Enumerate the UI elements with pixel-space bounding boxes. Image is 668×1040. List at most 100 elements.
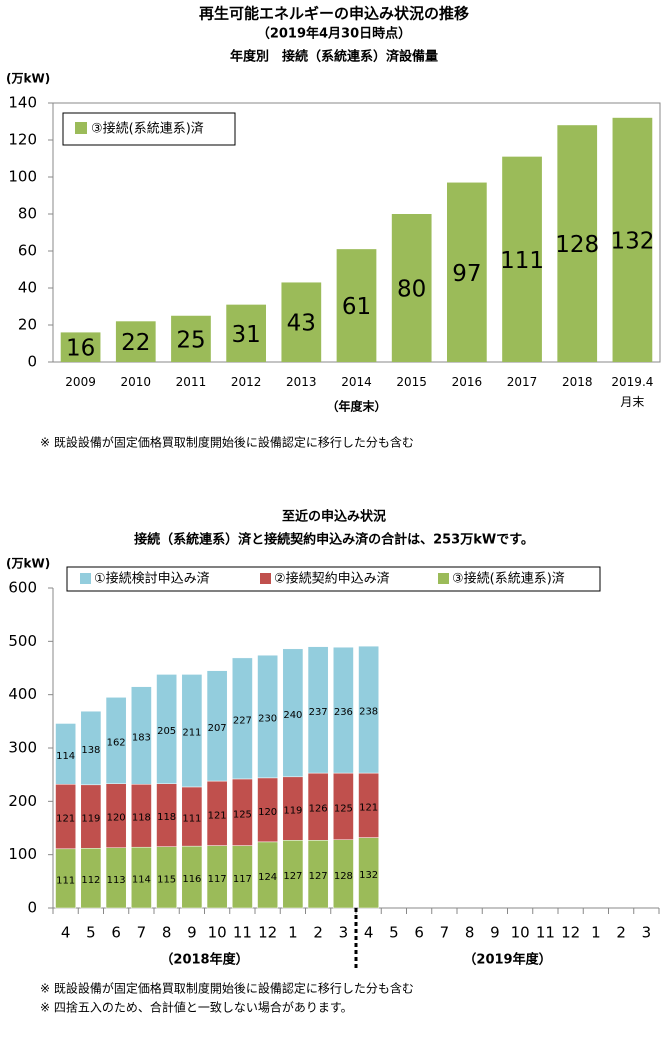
bar xyxy=(115,321,156,362)
data-label: 237 xyxy=(309,707,328,718)
data-label: 138 xyxy=(81,745,100,756)
x-tick-label: 7 xyxy=(137,924,147,942)
note: ※ 既設設備が固定価格買取制度開始後に設備認定に移行した分も含む xyxy=(40,435,414,450)
bar xyxy=(446,182,487,362)
legend-box xyxy=(62,112,236,146)
x-tick-label: 11 xyxy=(536,924,555,942)
data-label: 230 xyxy=(258,714,277,725)
bar-segment xyxy=(181,674,203,788)
bar-segment xyxy=(307,646,329,774)
data-label: 25 xyxy=(176,327,205,353)
x-tick-label: 9 xyxy=(490,924,500,942)
x-tick-label: 4 xyxy=(61,924,71,942)
x-tick-label: 2011 xyxy=(175,375,207,389)
chart-date: （2019年4月30日時点） xyxy=(257,26,411,42)
data-label: 111 xyxy=(56,875,75,886)
chart-subtitle: 接続（系統連系）済と接続契約申込み済の合計は、253万kWです。 xyxy=(134,532,534,548)
legend-swatch xyxy=(260,573,271,584)
data-label: 16 xyxy=(66,336,95,362)
data-label: 127 xyxy=(309,871,328,882)
data-label: 205 xyxy=(157,726,176,737)
y-tick-label: 140 xyxy=(8,94,37,112)
bar-segment xyxy=(257,654,278,779)
bar xyxy=(557,125,598,362)
data-label: 238 xyxy=(359,707,378,718)
x-tick-label: 4 xyxy=(364,924,374,942)
data-label: 118 xyxy=(132,813,151,824)
bar xyxy=(502,156,542,362)
bar-segment xyxy=(232,657,253,780)
bar xyxy=(612,117,653,362)
note: ※ 既設設備が固定価格買取制度開始後に設備認定に移行した分も含む xyxy=(40,981,414,996)
data-label: 43 xyxy=(287,311,316,337)
y-axis-label: (万kW) xyxy=(6,557,50,571)
data-label: 128 xyxy=(334,871,353,882)
data-label: 121 xyxy=(56,814,75,825)
x-tick-label: 2017 xyxy=(506,375,538,389)
bar-segment xyxy=(55,723,76,785)
data-label: 211 xyxy=(182,728,201,739)
y-tick-label: 400 xyxy=(8,685,37,703)
legend-swatch xyxy=(438,573,449,584)
y-tick-label: 20 xyxy=(18,316,37,334)
legend-swatch xyxy=(75,122,87,134)
x-tick-label: 2019.4 月末 xyxy=(611,375,654,409)
y-tick-label: 80 xyxy=(18,205,37,223)
y-tick-label: 300 xyxy=(8,739,37,757)
note: ※ 四捨五入のため、合計値と一致しない場合があります。 xyxy=(40,1000,353,1015)
data-label: 114 xyxy=(132,875,151,886)
bar xyxy=(226,304,267,362)
x-axis-label: （年度末） xyxy=(326,399,386,414)
data-label: 118 xyxy=(157,812,176,823)
x-tick-label: 2 xyxy=(616,924,626,942)
y-tick-label: 200 xyxy=(8,792,37,810)
bar-segment xyxy=(333,646,354,774)
x-tick-label: 2015 xyxy=(396,375,427,389)
x-tick-label: 11 xyxy=(233,924,252,942)
x-tick-label: 10 xyxy=(208,924,227,942)
legend-box xyxy=(66,566,601,592)
data-label: 236 xyxy=(334,707,353,718)
data-label: 119 xyxy=(81,814,100,825)
data-label: 116 xyxy=(182,874,201,885)
x-tick-label: 2018 xyxy=(561,375,593,389)
chart-subtitle: 年度別 接続（系統連系）済設備量 xyxy=(230,49,438,65)
bar-segment xyxy=(105,697,127,784)
x-tick-label: 1 xyxy=(591,924,601,942)
data-label: 227 xyxy=(233,715,252,726)
data-label: 120 xyxy=(258,807,277,818)
data-label: 126 xyxy=(309,804,328,815)
data-label: 97 xyxy=(452,261,481,287)
data-label: 117 xyxy=(233,874,252,885)
x-tick-label: 2012 xyxy=(230,375,262,389)
data-label: 112 xyxy=(81,875,100,886)
x-tick-label: 2009 xyxy=(65,375,96,389)
x-tick-label: 8 xyxy=(162,924,172,942)
data-label: 132 xyxy=(359,870,378,881)
x-tick-label: 3 xyxy=(642,924,652,942)
bar-segment xyxy=(358,645,379,774)
y-tick-label: 100 xyxy=(8,845,37,863)
y-tick-label: 0 xyxy=(27,353,37,371)
data-label: 61 xyxy=(342,294,371,320)
data-label: 22 xyxy=(121,330,150,356)
bar xyxy=(391,214,432,362)
bar xyxy=(171,315,211,362)
legend-label: ③接続(系統連系)済 xyxy=(452,571,565,587)
legend-label: ①接続検討申込み済 xyxy=(94,571,210,587)
x-tick-label: 2010 xyxy=(120,375,152,389)
bar-segment xyxy=(80,710,102,786)
bar xyxy=(60,332,101,362)
bar xyxy=(281,282,322,362)
y-tick-label: 120 xyxy=(8,131,37,149)
bar-segment xyxy=(156,674,177,784)
data-label: 128 xyxy=(555,232,599,258)
data-label: 124 xyxy=(258,872,277,883)
group-label: （2019年度） xyxy=(463,952,551,968)
chart-title: 至近の申込み状況 xyxy=(282,509,386,525)
x-tick-label: 2013 xyxy=(286,375,317,389)
data-label: 119 xyxy=(283,806,302,817)
data-label: 117 xyxy=(208,874,227,885)
chart-title: 再生可能エネルギーの申込み状況の推移 xyxy=(199,5,469,23)
